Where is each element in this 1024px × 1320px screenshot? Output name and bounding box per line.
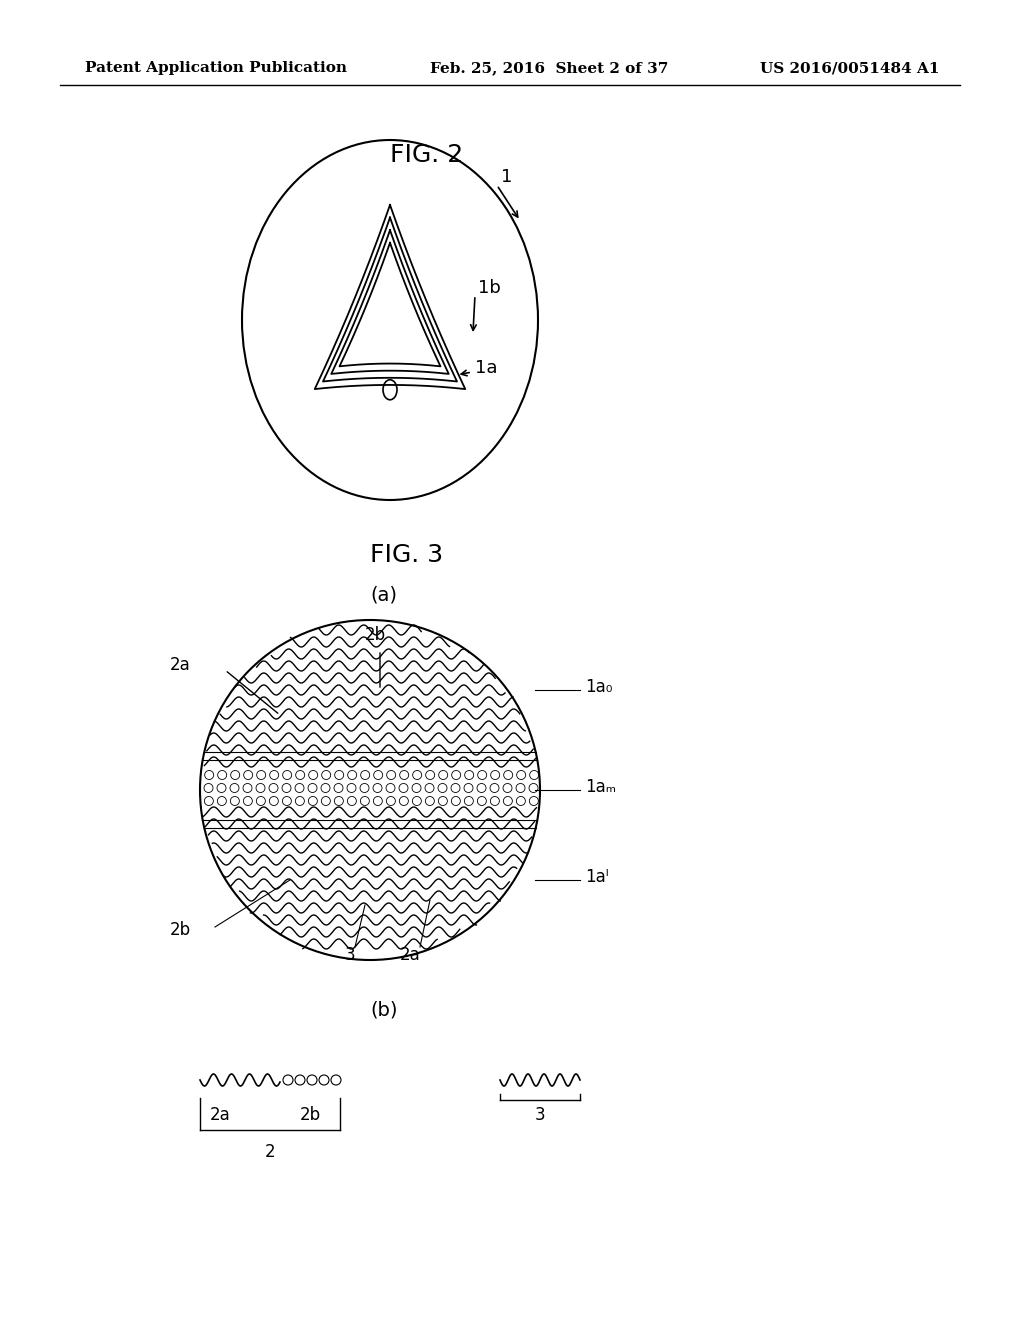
Text: 1a₀: 1a₀ (585, 678, 612, 696)
Text: Patent Application Publication: Patent Application Publication (85, 61, 347, 75)
Text: 1a: 1a (475, 359, 498, 378)
Text: 1aₘ: 1aₘ (585, 777, 616, 796)
Text: FIG. 2: FIG. 2 (390, 143, 463, 168)
Text: 1: 1 (501, 168, 512, 186)
Text: 2b: 2b (299, 1106, 321, 1125)
Text: 1b: 1b (478, 279, 501, 297)
Text: 2b: 2b (365, 626, 386, 644)
Text: 2b: 2b (170, 921, 191, 939)
Text: (a): (a) (370, 586, 397, 605)
Text: FIG. 3: FIG. 3 (370, 543, 443, 568)
Text: 2a: 2a (210, 1106, 230, 1125)
Text: 2: 2 (264, 1143, 275, 1162)
Text: 2a: 2a (400, 946, 421, 964)
Text: (b): (b) (370, 1001, 397, 1019)
Text: 3: 3 (345, 946, 355, 964)
Text: US 2016/0051484 A1: US 2016/0051484 A1 (760, 61, 939, 75)
Text: 2a: 2a (170, 656, 190, 675)
Text: 3: 3 (535, 1106, 546, 1125)
Text: 1aᴵ: 1aᴵ (585, 869, 608, 886)
Text: Feb. 25, 2016  Sheet 2 of 37: Feb. 25, 2016 Sheet 2 of 37 (430, 61, 669, 75)
